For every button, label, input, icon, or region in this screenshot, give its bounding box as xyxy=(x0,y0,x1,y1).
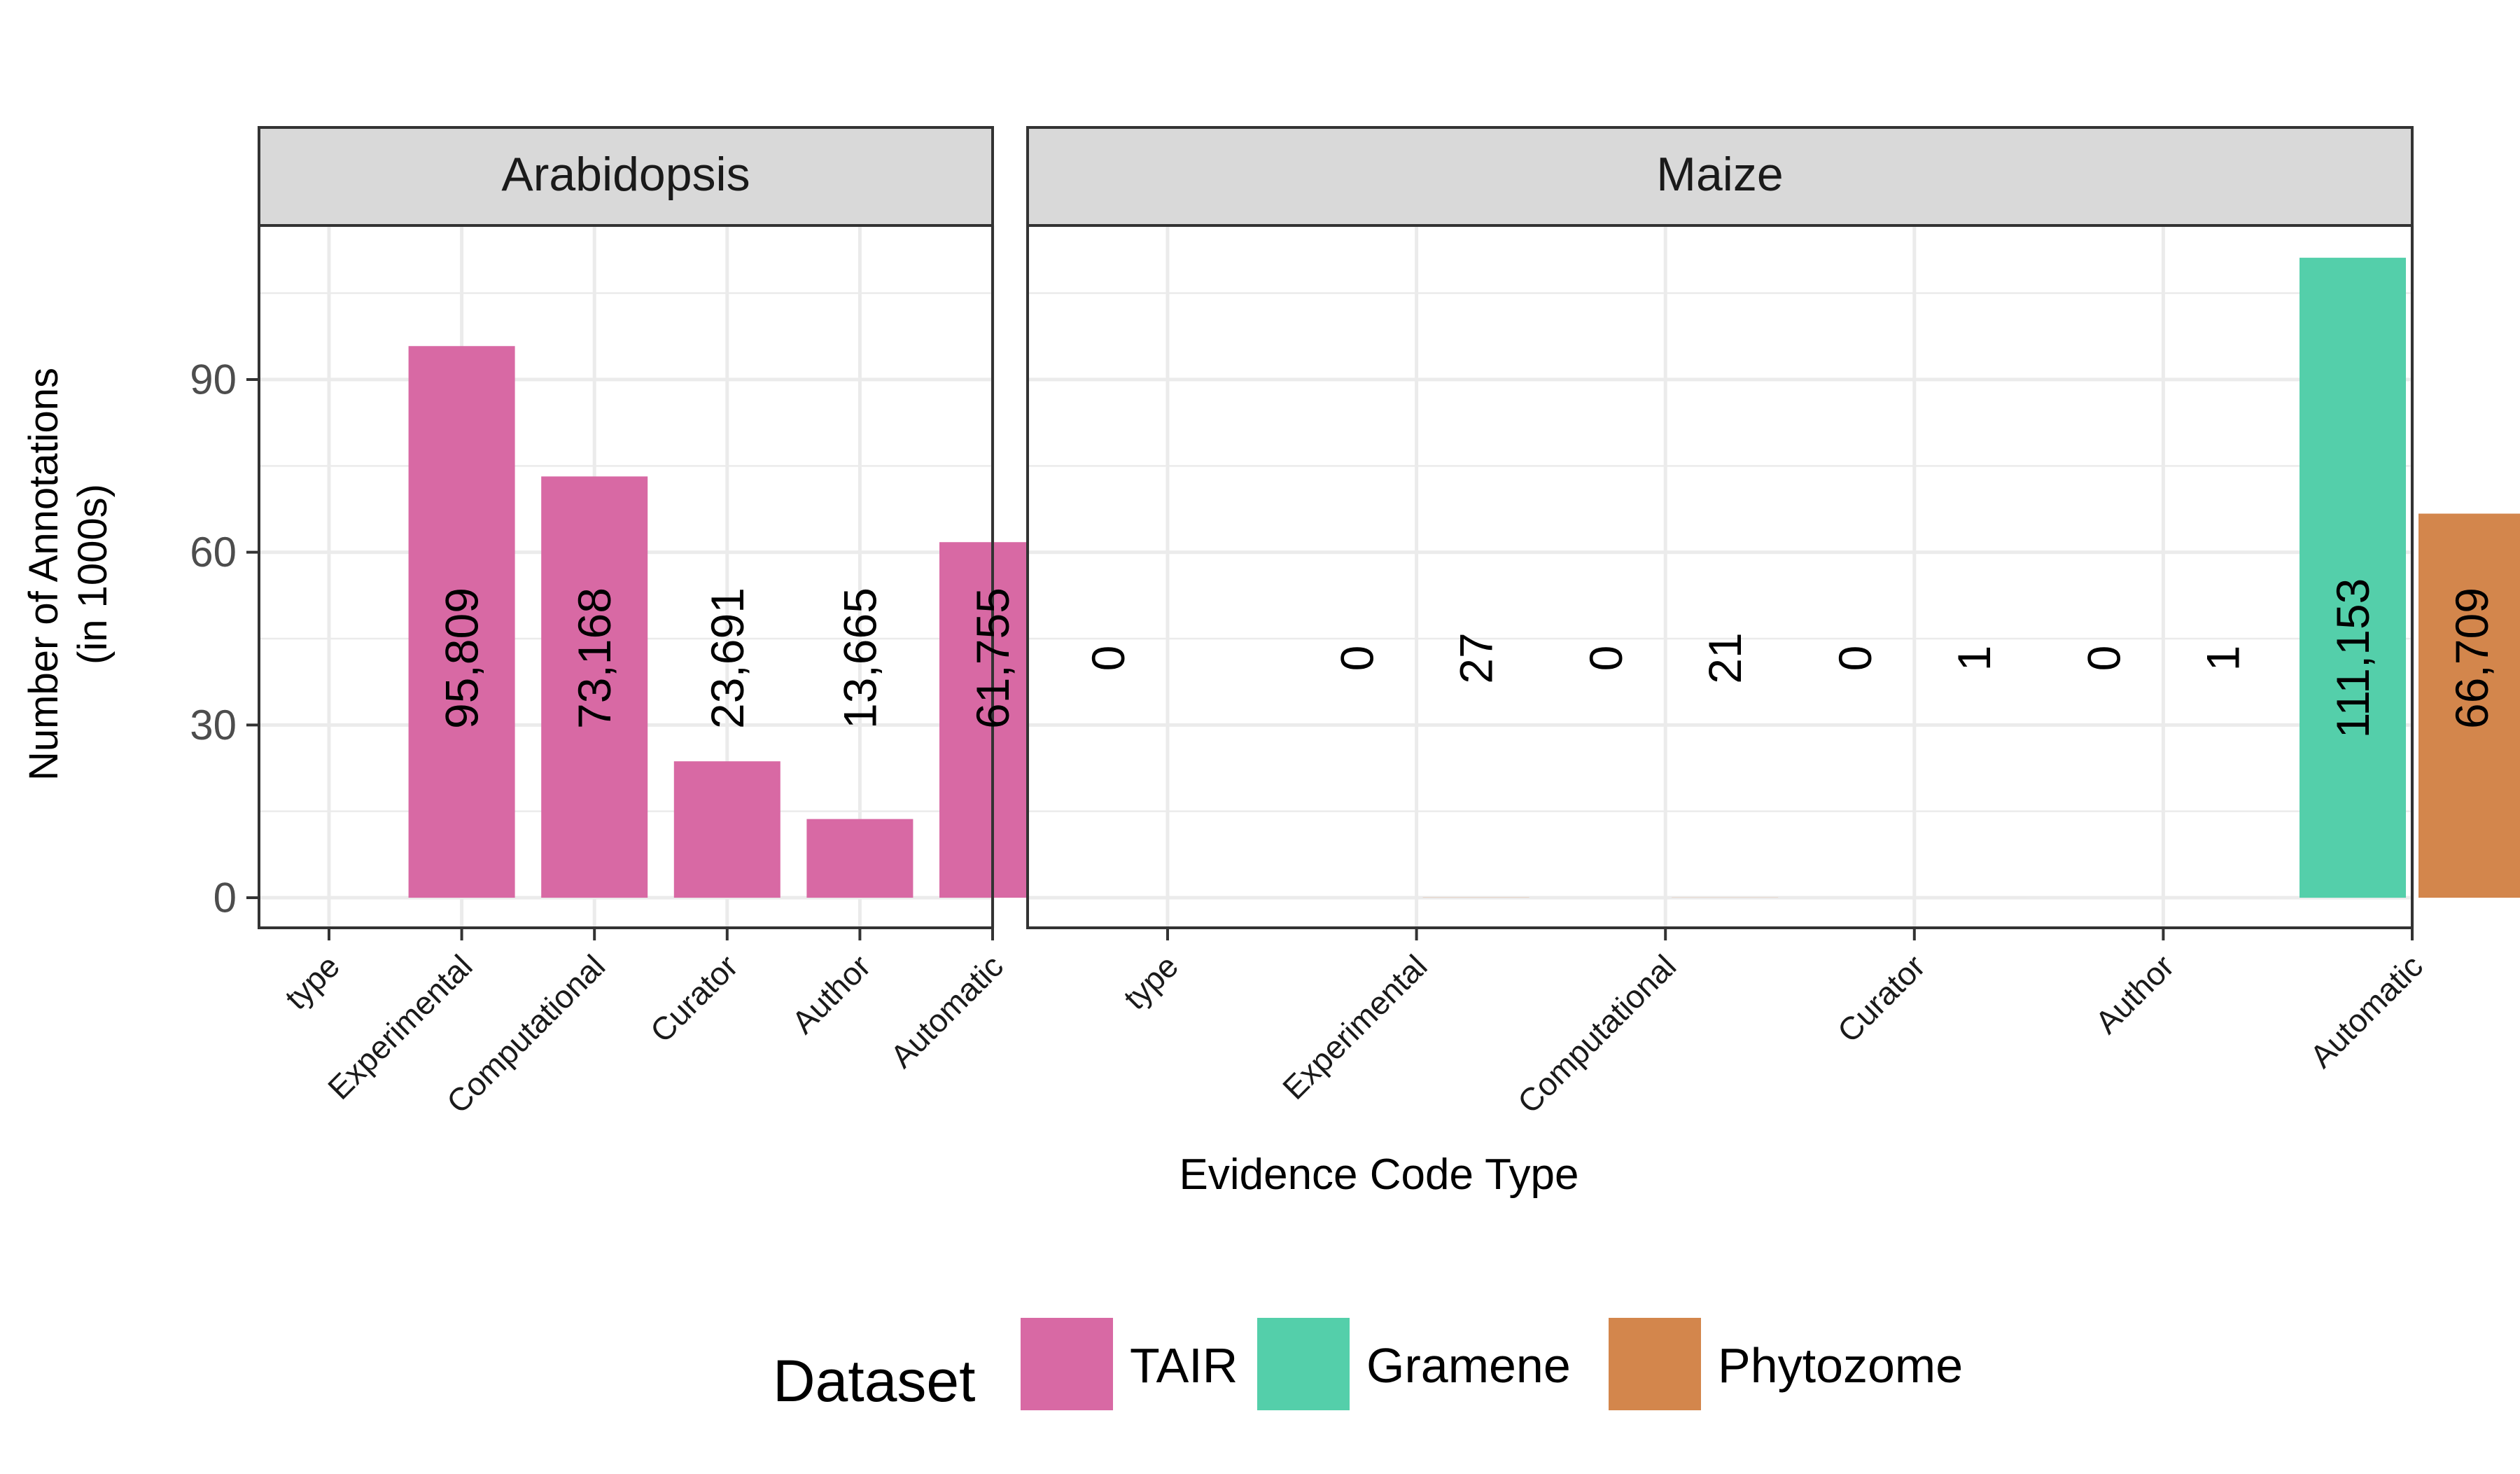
data-label: 66,709 xyxy=(2446,587,2498,729)
data-label: 61,755 xyxy=(967,587,1018,729)
data-label: 21 xyxy=(1699,632,1751,683)
data-label: 1 xyxy=(1948,646,2000,672)
data-label: 27 xyxy=(1450,632,1502,683)
legend-key-gramene xyxy=(1257,1318,1350,1410)
legend-key-phytozome xyxy=(1609,1318,1701,1410)
facet-title: Arabidopsis xyxy=(501,148,750,201)
y-tick-label: 0 xyxy=(214,875,237,922)
y-tick-label: 90 xyxy=(190,356,237,403)
y-tick-label: 60 xyxy=(190,529,237,576)
data-label: 73,168 xyxy=(568,587,620,729)
data-label: 95,809 xyxy=(436,587,488,729)
legend-key-tair xyxy=(1021,1318,1113,1410)
panel-background xyxy=(1028,225,2412,928)
legend-title: Dataset xyxy=(773,1348,976,1414)
facet-title: Maize xyxy=(1656,148,1783,201)
data-label: 1 xyxy=(2197,646,2248,672)
y-axis-title-line2: (in 1000s) xyxy=(70,484,115,665)
x-axis-title: Evidence Code Type xyxy=(1179,1150,1578,1199)
bar-tair xyxy=(806,819,913,898)
bar-gramene xyxy=(2300,258,2406,898)
legend-label: Gramene xyxy=(1366,1338,1571,1393)
legend-label: Phytozome xyxy=(1718,1338,1963,1393)
data-label: 0 xyxy=(1829,646,1881,672)
data-label: 0 xyxy=(2078,646,2129,672)
data-label: 0 xyxy=(1082,646,1134,672)
legend-label: TAIR xyxy=(1130,1338,1238,1393)
bar-tair xyxy=(674,761,780,898)
data-label: 0 xyxy=(1331,646,1383,672)
data-label: 13,665 xyxy=(834,587,886,729)
data-label: 111,153 xyxy=(2327,578,2379,739)
y-axis-title-line1: Number of Annotations xyxy=(21,368,66,781)
y-tick-label: 30 xyxy=(190,702,237,749)
data-label: 23,691 xyxy=(701,587,753,729)
data-label: 0 xyxy=(1580,646,1632,672)
